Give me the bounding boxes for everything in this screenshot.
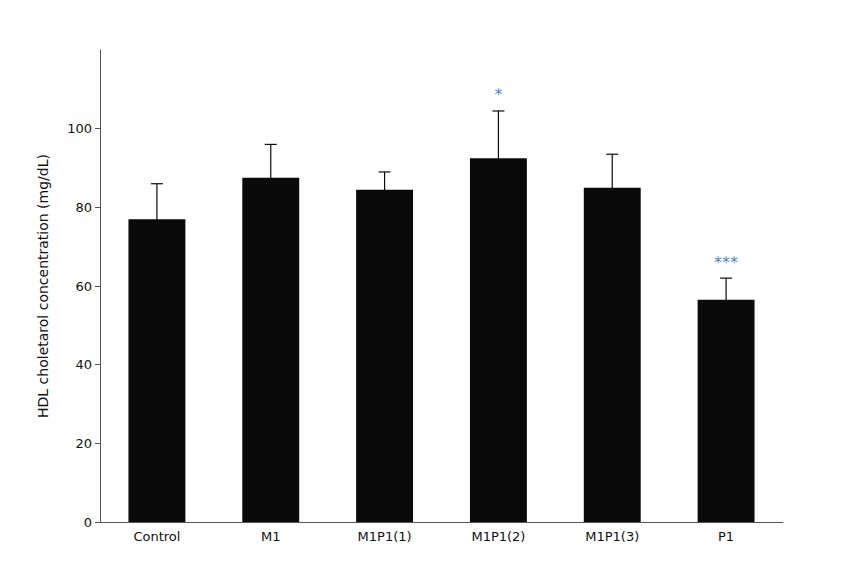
svg-text:20: 20 (75, 436, 92, 451)
svg-text:M1P1(2): M1P1(2) (471, 529, 525, 544)
svg-text:Control: Control (133, 529, 180, 544)
svg-text:M1P1(1): M1P1(1) (358, 529, 412, 544)
svg-text:M1P1(3): M1P1(3) (585, 529, 639, 544)
svg-text:P1: P1 (718, 529, 734, 544)
svg-text:40: 40 (75, 357, 92, 372)
svg-text:0: 0 (84, 515, 92, 530)
svg-text:*: * (494, 85, 502, 104)
svg-text:60: 60 (75, 279, 92, 294)
svg-text:80: 80 (75, 200, 92, 215)
svg-text:100: 100 (67, 121, 92, 136)
svg-text:M1: M1 (261, 529, 281, 544)
svg-text:***: *** (714, 253, 738, 272)
svg-text:HDL choletarol concentration (: HDL choletarol concentration (mg/dL) (35, 154, 51, 418)
